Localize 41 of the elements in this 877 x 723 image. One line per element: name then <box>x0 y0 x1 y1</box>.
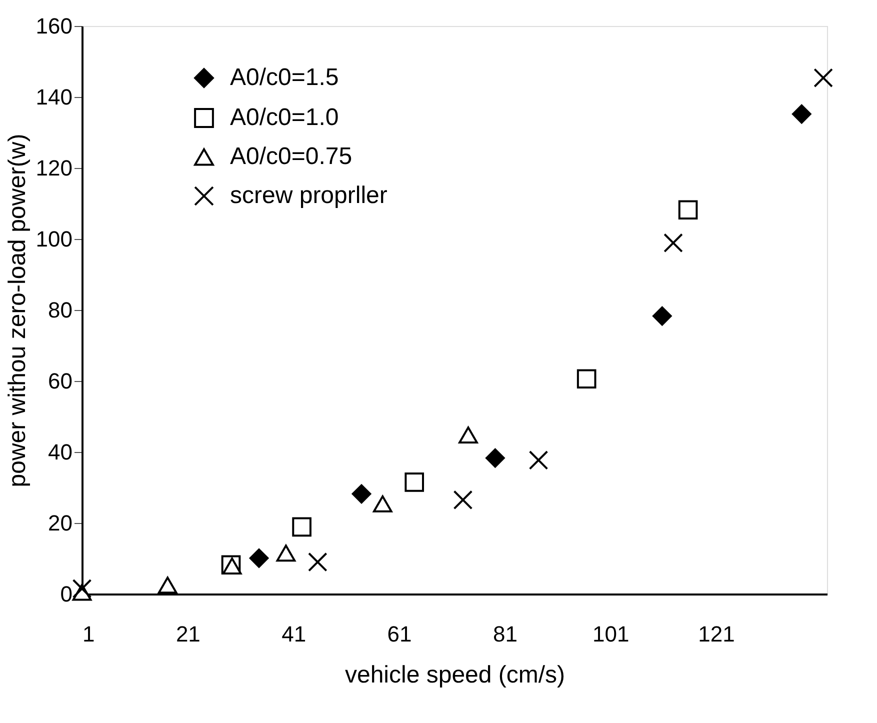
point <box>249 548 269 568</box>
point <box>458 426 478 444</box>
point <box>664 233 683 253</box>
point <box>486 448 505 468</box>
point <box>292 517 312 537</box>
y-tick-label: 160 <box>36 14 72 38</box>
y-tick-label: 0 <box>60 582 72 606</box>
y-tick-label: 20 <box>48 510 72 536</box>
point <box>814 68 833 88</box>
point <box>308 552 328 572</box>
y-tick-label: 140 <box>36 84 72 110</box>
legend-label: A0/c0=0.75 <box>230 143 352 170</box>
point <box>158 576 178 594</box>
x-tick-label: 41 <box>282 622 306 646</box>
x-tick-label: 121 <box>698 622 735 646</box>
y-tick-label: 100 <box>36 226 72 252</box>
point <box>678 200 698 220</box>
y-tick-label: 80 <box>48 298 72 322</box>
legend-label: A0/c0=1.5 <box>230 64 339 91</box>
y-tick-label: 40 <box>48 440 72 464</box>
x-tick-label: 81 <box>492 622 518 646</box>
legend-label: screw proprller <box>230 182 388 209</box>
point <box>276 544 296 562</box>
point <box>528 450 548 470</box>
x-tick-label: 21 <box>176 622 200 646</box>
y-tick-label: 60 <box>48 368 72 394</box>
point <box>352 484 372 504</box>
point <box>576 369 596 389</box>
point <box>792 104 812 124</box>
x-tick-label: 1 <box>82 622 95 646</box>
point <box>453 490 473 510</box>
point <box>372 495 392 512</box>
legend-label: A0/c0=1.0 <box>230 104 339 131</box>
x-tick-label: 101 <box>592 622 630 646</box>
y-axis-title: power withou zero-load power(w) <box>4 134 31 488</box>
point <box>652 306 672 326</box>
point <box>404 472 424 492</box>
x-axis-title: vehicle speed (cm/s) <box>344 662 566 688</box>
y-tick-label: 120 <box>36 156 72 180</box>
point <box>72 579 92 598</box>
x-tick-label: 61 <box>387 622 412 646</box>
